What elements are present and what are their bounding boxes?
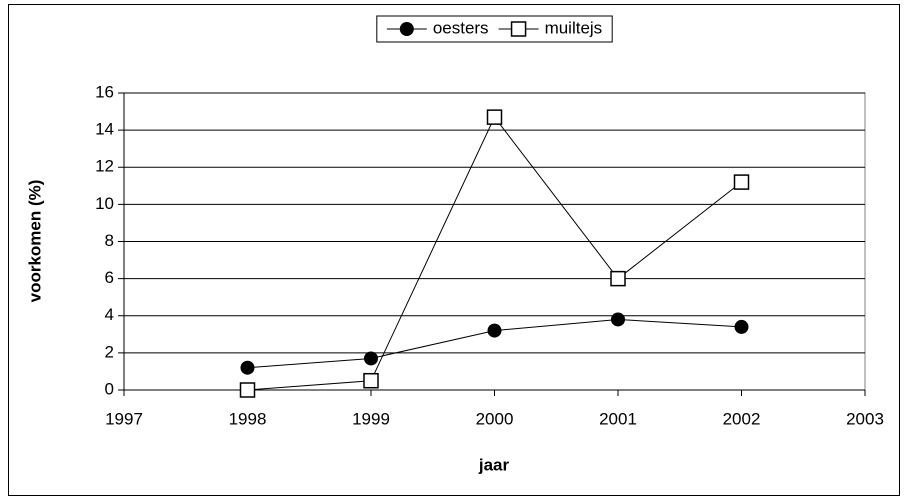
y-tick-label: 0 bbox=[105, 379, 114, 398]
x-axis-label: jaar bbox=[478, 455, 510, 474]
marker bbox=[611, 312, 625, 327]
marker bbox=[486, 109, 503, 125]
y-tick-label: 6 bbox=[105, 268, 114, 287]
marker bbox=[487, 323, 502, 338]
marker bbox=[364, 351, 378, 366]
x-tick-label: 2003 bbox=[846, 409, 884, 428]
y-tick-label: 4 bbox=[105, 305, 114, 324]
marker bbox=[363, 372, 379, 389]
marker bbox=[239, 382, 256, 398]
x-tick-label: 2001 bbox=[599, 409, 637, 428]
x-tick-label: 1997 bbox=[105, 409, 143, 428]
y-tick-label: 14 bbox=[95, 120, 114, 139]
y-tick-label: 2 bbox=[105, 342, 114, 361]
legend: oesters muiltejs bbox=[376, 15, 613, 43]
legend-marker bbox=[399, 22, 414, 36]
x-tick-label: 1999 bbox=[352, 409, 390, 428]
marker bbox=[610, 270, 626, 287]
x-tick-label: 1998 bbox=[229, 409, 267, 428]
y-tick-label: 16 bbox=[95, 82, 114, 101]
x-tick-label: 2000 bbox=[476, 409, 514, 428]
y-tick-label: 10 bbox=[95, 194, 114, 213]
x-tick-label: 2002 bbox=[723, 409, 761, 428]
legend-label: muiltejs bbox=[545, 18, 603, 37]
marker bbox=[240, 360, 255, 375]
legend-label: oesters bbox=[433, 18, 489, 37]
legend-marker bbox=[510, 21, 527, 37]
y-axis-label: voorkomen (%) bbox=[25, 180, 44, 303]
y-tick-label: 12 bbox=[95, 157, 114, 176]
marker bbox=[734, 319, 749, 334]
y-tick-label: 8 bbox=[105, 231, 114, 250]
marker bbox=[733, 174, 750, 190]
